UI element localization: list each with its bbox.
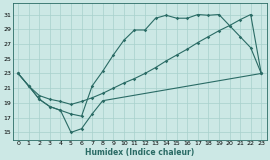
- X-axis label: Humidex (Indice chaleur): Humidex (Indice chaleur): [85, 148, 194, 156]
